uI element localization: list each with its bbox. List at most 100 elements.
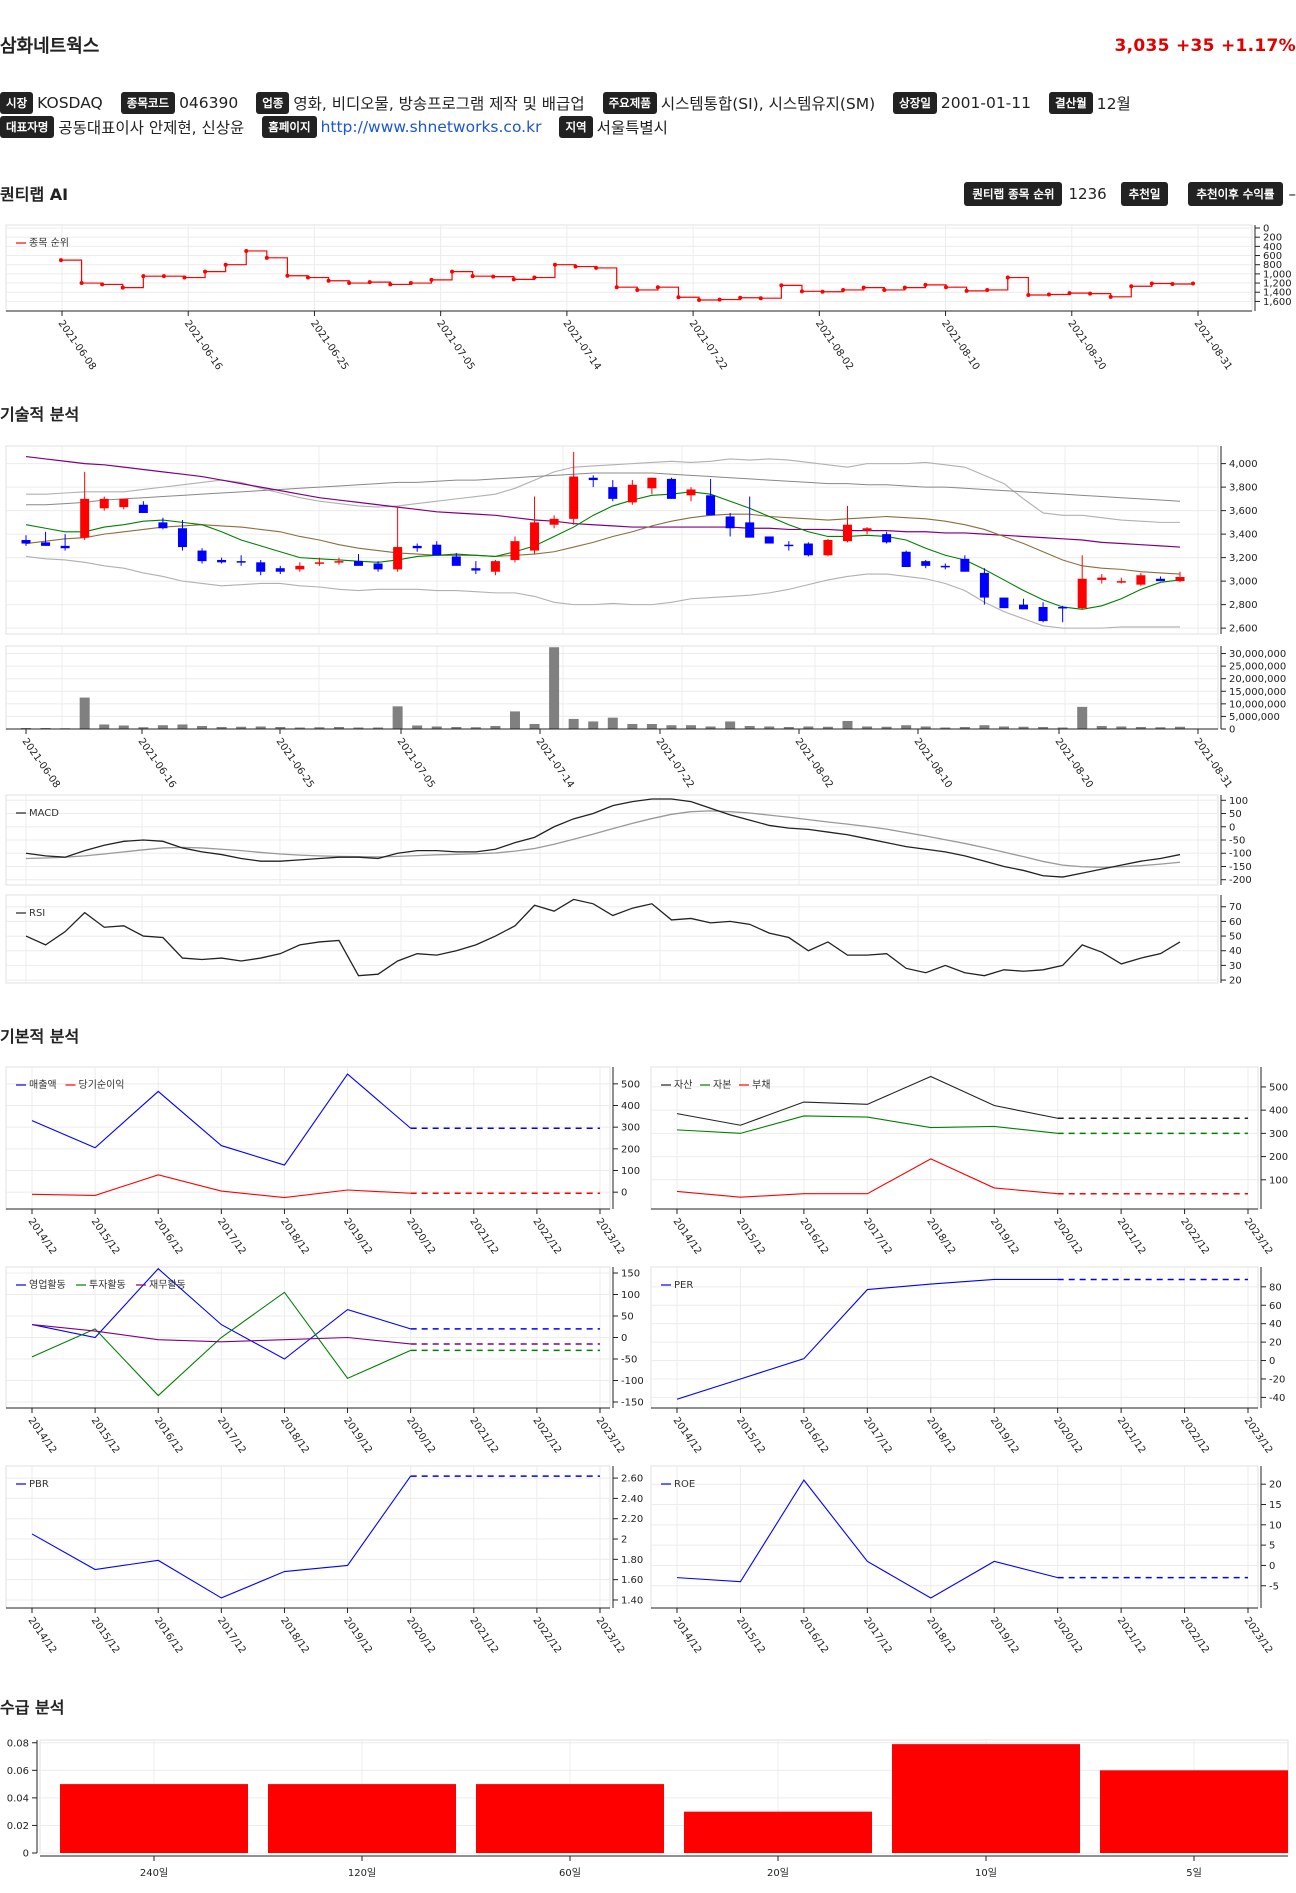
y-tick-label: 80 xyxy=(1269,1282,1282,1293)
info-tag: 결산월 xyxy=(1049,92,1093,114)
y-tick-label: -50 xyxy=(1229,836,1245,847)
rank-point xyxy=(1005,275,1010,280)
candle-body xyxy=(1116,581,1126,583)
y-tick-label: 0 xyxy=(1269,1561,1275,1572)
rank-point xyxy=(573,264,578,269)
y-tick-label: -100 xyxy=(621,1376,644,1387)
y-tick-label: -5 xyxy=(1269,1581,1279,1592)
volume-bar xyxy=(470,727,481,729)
legend-label: PER xyxy=(674,1280,693,1291)
candle-body xyxy=(412,545,422,549)
section-title-supply: 수급 분석 xyxy=(0,1698,65,1717)
price-change: 3,035 +35 +1.17% xyxy=(1114,36,1296,56)
rank-point xyxy=(1191,281,1195,286)
series-line xyxy=(31,1174,411,1199)
x-tick-label: 2021/12 xyxy=(467,1415,500,1455)
x-tick-label: 2023/12 xyxy=(594,1216,627,1256)
x-tick-label: 2015/12 xyxy=(734,1216,767,1256)
rank-point xyxy=(902,285,907,290)
moving-average-long xyxy=(25,455,1181,548)
candle-body xyxy=(1155,578,1165,582)
volume-bar xyxy=(236,726,247,729)
y-tick-label: 500 xyxy=(1269,1082,1288,1093)
info-tag: 상장일 xyxy=(893,92,937,114)
x-tick-label: 2023/12 xyxy=(594,1615,627,1655)
y-tick-label: 0.08 xyxy=(7,1738,29,1749)
y-tick-label: 200 xyxy=(1263,233,1282,244)
x-tick-label: 2020/12 xyxy=(1051,1415,1084,1455)
candle-body xyxy=(940,565,950,568)
y-tick-label: 3,000 xyxy=(1229,577,1258,588)
volume-bar xyxy=(275,726,286,729)
rank-point xyxy=(305,275,310,280)
candle-body xyxy=(627,484,637,503)
candle-body xyxy=(314,562,324,564)
x-tick-label: 120일 xyxy=(348,1867,376,1879)
x-tick-label: 2015/12 xyxy=(89,1216,122,1256)
stock-name: 삼화네트웍스 xyxy=(0,36,100,57)
rank-point xyxy=(59,258,63,263)
candle-body xyxy=(432,544,442,556)
plot-area xyxy=(5,1465,611,1609)
volume-bar xyxy=(1116,726,1127,729)
volume-bar xyxy=(255,726,266,729)
legend-label: 영업활동 xyxy=(29,1278,66,1291)
candle-body xyxy=(569,476,579,519)
volume-bar xyxy=(803,726,814,729)
homepage-link[interactable]: http://www.shnetworks.co.kr xyxy=(320,118,542,136)
candle-body xyxy=(1097,577,1107,580)
x-tick-label: 2015/12 xyxy=(734,1415,767,1455)
y-tick-label: 10,000,000 xyxy=(1229,699,1286,710)
volume-bar xyxy=(881,726,892,729)
x-tick-label: 2021/12 xyxy=(1115,1615,1148,1655)
bollinger-upper xyxy=(26,458,1180,523)
volume-bar xyxy=(764,726,775,729)
x-tick-label: 2021/12 xyxy=(1115,1216,1148,1256)
y-tick-label: 300 xyxy=(1269,1129,1288,1140)
y-tick-label: 25,000,000 xyxy=(1229,662,1286,673)
y-tick-label: 100 xyxy=(621,1290,640,1301)
chart-frame xyxy=(5,894,1219,984)
y-tick-label: 5 xyxy=(1269,1541,1275,1552)
legend-label: 당기순이익 xyxy=(79,1079,125,1091)
candle-body xyxy=(373,563,383,570)
legend-label: 자본 xyxy=(713,1079,731,1091)
x-tick-label: 2018/12 xyxy=(278,1216,311,1256)
volume-bar xyxy=(725,721,736,729)
rank-point xyxy=(1129,284,1134,289)
y-tick-label: 0 xyxy=(1269,1356,1275,1367)
volume-bar xyxy=(940,727,951,729)
x-tick-label: 2021-06-16 xyxy=(182,318,224,372)
x-tick-label: 2015/12 xyxy=(89,1615,122,1655)
y-tick-label: 1,000 xyxy=(1263,269,1292,280)
volume-bar xyxy=(979,725,990,729)
rank-point xyxy=(861,285,866,290)
volume-bar xyxy=(1057,727,1068,729)
x-tick-label: 2021-06-25 xyxy=(308,318,350,372)
info-tag: 대표자명 xyxy=(0,116,55,138)
y-tick-label: 200 xyxy=(1269,1152,1288,1163)
volume-bar xyxy=(1018,726,1029,729)
y-tick-label: 10 xyxy=(1269,1520,1282,1531)
volume-bar xyxy=(451,726,462,729)
x-tick-label: 2023/12 xyxy=(1242,1415,1275,1455)
y-tick-label: 0.04 xyxy=(7,1793,29,1804)
volume-bar xyxy=(568,718,579,729)
plot-area xyxy=(650,1066,1259,1210)
candle-body xyxy=(784,544,794,547)
candle-body xyxy=(158,522,168,529)
volume-bar xyxy=(1038,726,1049,729)
candle-body xyxy=(862,528,872,531)
rank-point xyxy=(552,262,557,267)
section-title-fund: 기본적 분석 xyxy=(0,1027,80,1046)
y-tick-label: 1.80 xyxy=(621,1555,643,1566)
info-value: 2001-01-11 xyxy=(940,94,1032,112)
volume-bar xyxy=(392,706,403,729)
volume-bar xyxy=(353,727,364,729)
x-tick-label: 2021-08-20 xyxy=(1065,318,1107,372)
x-tick-label: 2021-08-02 xyxy=(793,736,835,790)
info-tag: 업종 xyxy=(256,92,290,114)
y-tick-label: 20,000,000 xyxy=(1229,674,1286,685)
volume-bar xyxy=(646,723,657,729)
rank-point xyxy=(779,283,784,288)
